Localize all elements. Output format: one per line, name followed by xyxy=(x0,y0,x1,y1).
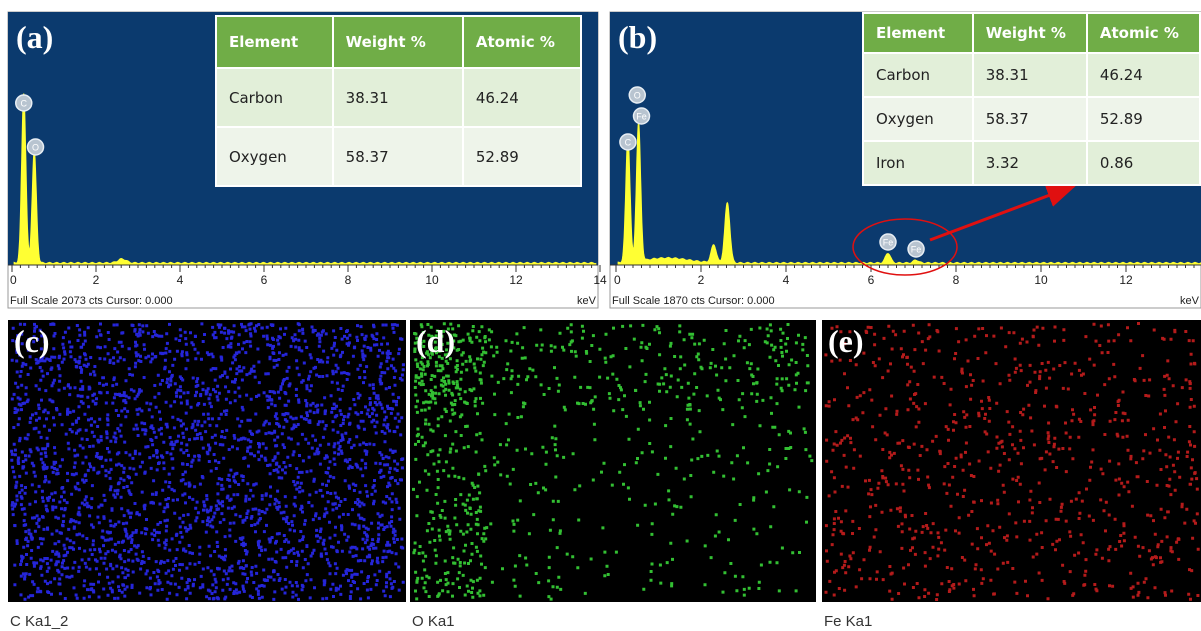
x-axis-unit: keV xyxy=(1180,295,1200,307)
map-caption: Fe Ka1 xyxy=(824,613,872,630)
table-cell: 0.86 xyxy=(1087,141,1200,185)
x-axis-unit: keV xyxy=(577,295,597,307)
panel-label: (e) xyxy=(828,323,864,359)
table-cell: 38.31 xyxy=(333,68,463,127)
x-tick-label: 14 xyxy=(593,273,607,287)
x-tick-label: 6 xyxy=(868,273,875,287)
x-tick-label: 10 xyxy=(1034,273,1048,287)
map-caption: C Ka1_2 xyxy=(10,613,68,630)
peak-label: O xyxy=(634,91,641,101)
table-header-cell: Element xyxy=(216,16,333,68)
peak-label: Fe xyxy=(911,245,922,255)
x-tick-label: 0 xyxy=(614,273,621,287)
x-tick-label: 2 xyxy=(93,273,100,287)
x-tick-label: 8 xyxy=(953,273,960,287)
map-caption: O Ka1 xyxy=(412,613,455,630)
x-tick-label: 8 xyxy=(345,273,352,287)
table-cell: Carbon xyxy=(863,53,973,97)
spectrum-footer: Full Scale 1870 cts Cursor: 0.000 xyxy=(612,295,775,307)
table-cell: 58.37 xyxy=(973,97,1087,141)
table-header-cell: Element xyxy=(863,13,973,53)
x-tick-label: 4 xyxy=(177,273,184,287)
table-cell: 58.37 xyxy=(333,127,463,186)
panel-label: (a) xyxy=(16,19,53,55)
table-cell: 38.31 xyxy=(973,53,1087,97)
table-cell: Oxygen xyxy=(863,97,973,141)
x-tick-label: 2 xyxy=(698,273,705,287)
table-cell: 52.89 xyxy=(1087,97,1200,141)
element-map xyxy=(822,320,1201,602)
table-header-cell: Weight % xyxy=(973,13,1087,53)
spectrum-footer: Full Scale 2073 cts Cursor: 0.000 xyxy=(10,295,173,307)
panel-label: (c) xyxy=(14,323,50,359)
table-cell: 52.89 xyxy=(463,127,581,186)
figure: 0 2 4 6 8 10 12 14 keV Full Scale 2073 cts Cursor… xyxy=(0,0,1201,631)
table-header-cell: Atomic % xyxy=(1087,13,1200,53)
peak-label: Fe xyxy=(883,238,894,248)
table-cell: 46.24 xyxy=(463,68,581,127)
panel-label: (b) xyxy=(618,19,657,55)
x-tick-label: 0 xyxy=(10,273,17,287)
table-cell: 46.24 xyxy=(1087,53,1200,97)
x-tick-label: 12 xyxy=(1119,273,1133,287)
table-header-cell: Weight % xyxy=(333,16,463,68)
peak-label: O xyxy=(32,143,39,153)
x-tick-label: 10 xyxy=(425,273,439,287)
table-cell: Oxygen xyxy=(216,127,333,186)
peak-label: C xyxy=(625,138,632,148)
panel-label: (d) xyxy=(416,323,455,359)
table-cell: Iron xyxy=(863,141,973,185)
x-tick-label: 4 xyxy=(783,273,790,287)
x-tick-label: 6 xyxy=(261,273,268,287)
x-tick-label: 12 xyxy=(509,273,523,287)
table-cell: Carbon xyxy=(216,68,333,127)
table-cell: 3.32 xyxy=(973,141,1087,185)
peak-label: C xyxy=(21,99,28,109)
table-header-cell: Atomic % xyxy=(463,16,581,68)
peak-label: Fe xyxy=(636,112,647,122)
